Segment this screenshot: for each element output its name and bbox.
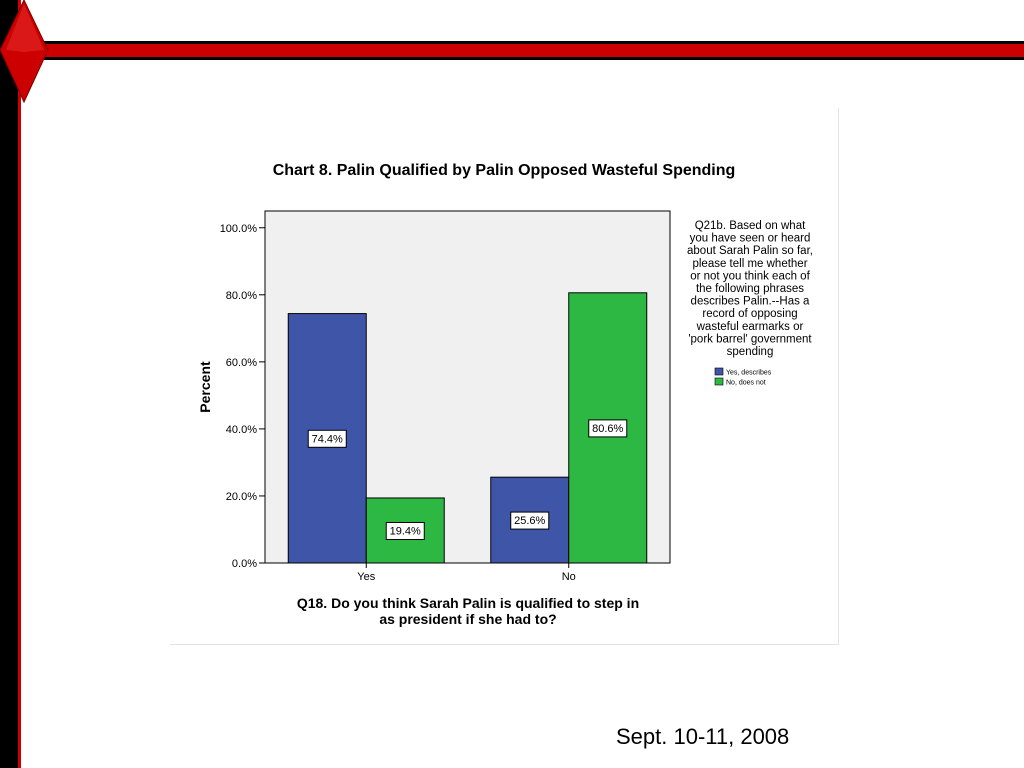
x-axis-title-line-1: Q18. Do you think Sarah Palin is qualifi… bbox=[297, 595, 639, 611]
y-tick-label: 40.0% bbox=[226, 424, 257, 436]
legend-swatch bbox=[714, 377, 724, 386]
legend-title-line: spending bbox=[727, 346, 774, 358]
legend-title-line: please tell me whether bbox=[692, 258, 807, 270]
legend-item-label: Yes, describes bbox=[726, 370, 772, 377]
data-label: 80.6% bbox=[592, 423, 623, 435]
x-tick-label: No bbox=[562, 571, 576, 583]
legend-title-line: record of opposing bbox=[702, 308, 797, 320]
legend-item-label: No, does not bbox=[726, 380, 766, 387]
y-tick-label: 20.0% bbox=[226, 491, 257, 503]
top-red-bar bbox=[10, 44, 1024, 57]
data-label-box bbox=[307, 429, 347, 448]
x-tick-label: Yes bbox=[357, 571, 375, 583]
legend-title-line: wasteful earmarks or bbox=[696, 321, 804, 333]
chart-panel: Chart 8. Palin Qualified by Palin Oppose… bbox=[170, 108, 839, 645]
legend-title-line: 'pork barrel' government bbox=[688, 333, 812, 345]
data-label: 74.4% bbox=[312, 433, 343, 445]
y-tick-label: 100.0% bbox=[220, 223, 258, 235]
left-red-stripe bbox=[18, 0, 21, 768]
legend-title-line: Q21b. Based on what bbox=[695, 220, 806, 232]
x-axis-title-line-2: as president if she had to? bbox=[379, 611, 556, 627]
legend-title-line: or not you think each of bbox=[690, 270, 810, 282]
bars: 74.4% 19.4% 25.6% 80.6% bbox=[287, 292, 648, 564]
data-label-box bbox=[588, 419, 628, 438]
y-tick-label: 80.0% bbox=[226, 290, 257, 302]
chart-title: Chart 8. Palin Qualified by Palin Oppose… bbox=[273, 162, 736, 179]
data-label: 25.6% bbox=[514, 515, 545, 527]
y-axis-title: Percent bbox=[197, 361, 213, 413]
x-axis: Yes No bbox=[357, 563, 576, 583]
bar-chart: Chart 8. Palin Qualified by Palin Oppose… bbox=[197, 162, 813, 627]
y-tick-label: 60.0% bbox=[226, 357, 257, 369]
data-label-box bbox=[385, 521, 425, 540]
red-diamond-highlight bbox=[6, 4, 44, 52]
data-label: 19.4% bbox=[390, 525, 421, 537]
legend-title-line: the following phrases bbox=[696, 283, 804, 295]
y-axis: 0.0% 20.0% 40.0% 60.0% 80.0% 100.0% bbox=[220, 223, 265, 570]
legend-title-line: you have seen or heard bbox=[690, 233, 811, 245]
data-label-box bbox=[510, 511, 550, 530]
legend-swatch bbox=[714, 367, 724, 376]
legend-title-line: describes Palin.--Has a bbox=[691, 296, 810, 308]
footer-date: Sept. 10-11, 2008 bbox=[616, 724, 790, 749]
y-tick-label: 0.0% bbox=[232, 558, 257, 570]
left-black-bar bbox=[0, 0, 18, 768]
legend-title-line: about Sarah Palin so far, bbox=[687, 245, 813, 257]
